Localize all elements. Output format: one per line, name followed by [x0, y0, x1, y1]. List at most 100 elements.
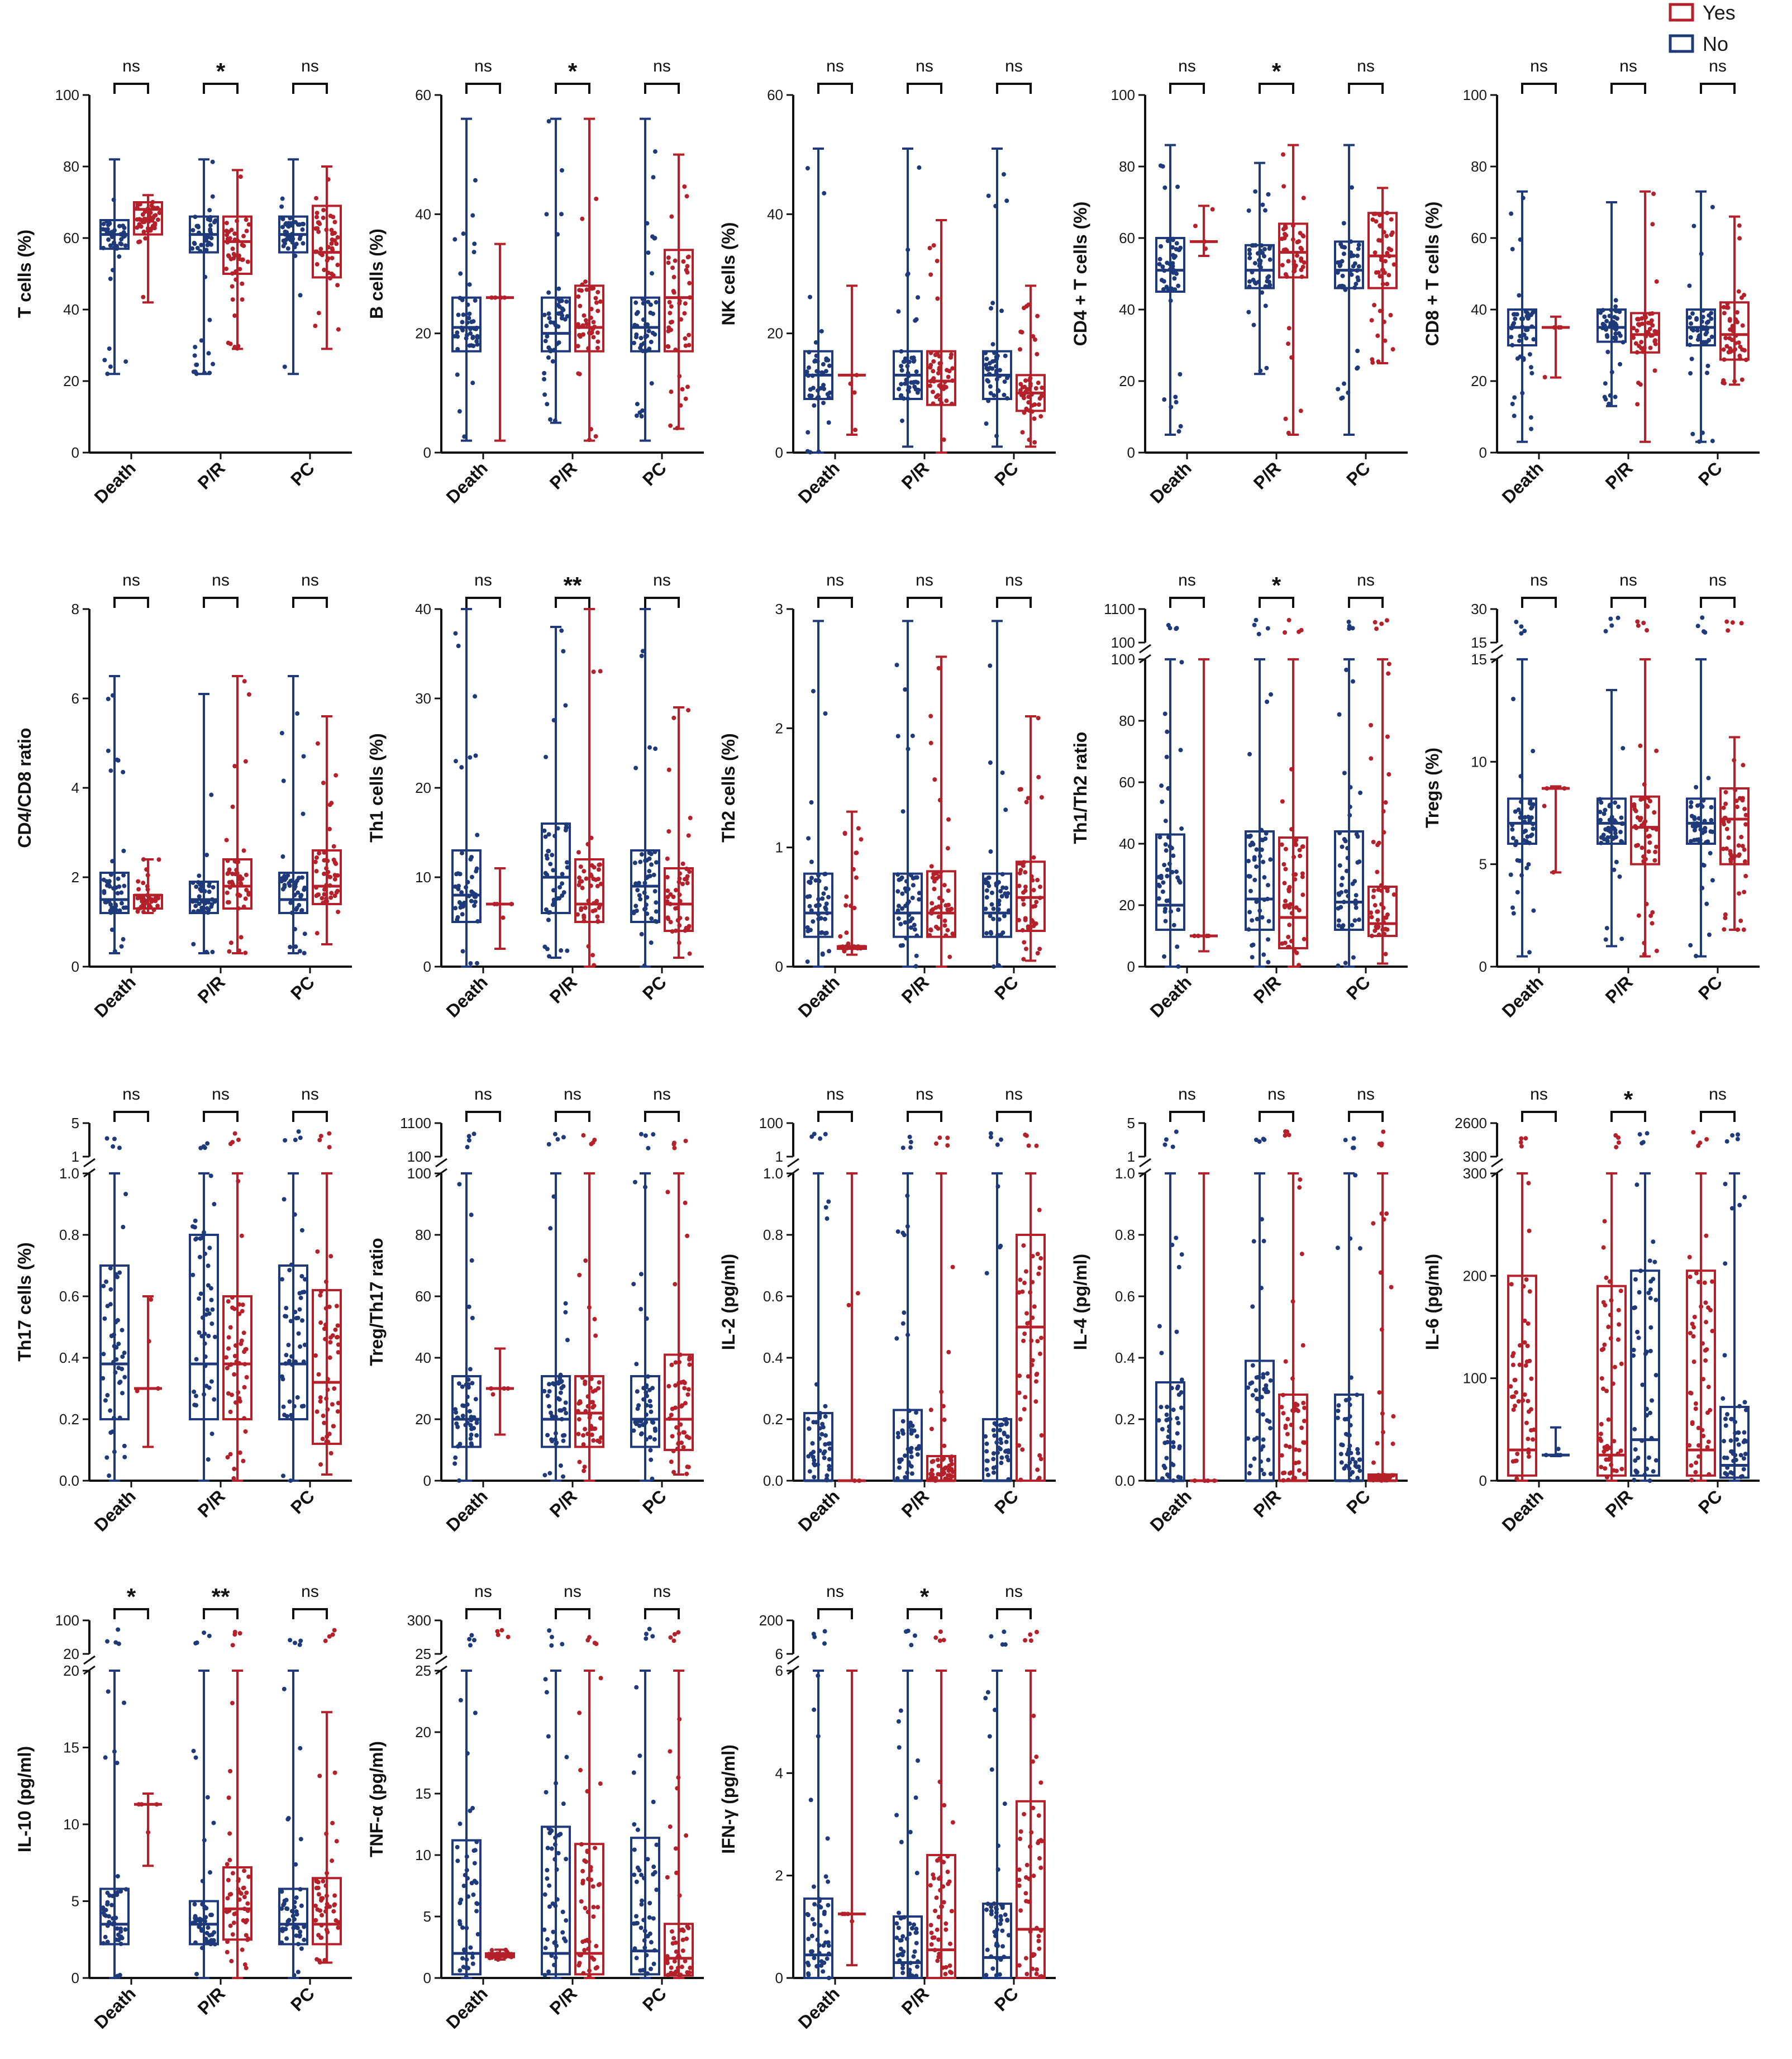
data-point — [1384, 1211, 1389, 1216]
data-point — [119, 944, 124, 949]
data-point — [468, 326, 473, 331]
data-point — [1162, 185, 1167, 190]
data-point — [644, 902, 649, 907]
data-point — [1730, 1449, 1735, 1454]
y-tick-label: 60 — [1471, 230, 1487, 246]
data-point — [1178, 245, 1183, 250]
data-point — [806, 836, 811, 841]
data-point — [209, 1432, 215, 1437]
data-point — [988, 914, 993, 919]
data-point — [651, 872, 656, 877]
data-point — [816, 916, 821, 921]
data-point — [906, 919, 911, 924]
data-point — [115, 1275, 120, 1280]
data-point — [154, 896, 159, 901]
box — [1596, 1285, 1627, 1477]
data-point — [244, 1966, 249, 1971]
data-point — [142, 898, 147, 903]
box — [278, 1887, 308, 1946]
significance-label: ns — [916, 57, 933, 75]
y-tick-label: 60 — [415, 1288, 431, 1305]
data-point — [1279, 842, 1284, 847]
outlier-point — [1700, 615, 1705, 620]
data-point — [315, 1249, 320, 1254]
data-point — [942, 379, 947, 384]
data-point — [1205, 1478, 1210, 1483]
significance-bracket — [644, 597, 680, 608]
data-point — [1174, 1329, 1179, 1334]
significance-bracket — [996, 597, 1032, 608]
data-point — [644, 1316, 649, 1321]
data-point — [1036, 716, 1041, 721]
data-point — [137, 222, 142, 227]
data-point — [1287, 922, 1292, 928]
data-point — [651, 311, 656, 316]
data-point — [652, 889, 657, 894]
data-point — [818, 386, 823, 391]
data-point — [460, 850, 465, 855]
data-point — [1385, 912, 1390, 917]
data-point — [1343, 1463, 1348, 1468]
data-point — [323, 1337, 328, 1342]
data-point — [983, 877, 988, 882]
data-point — [931, 401, 936, 406]
data-point — [991, 964, 996, 969]
outlier-point — [561, 1135, 566, 1140]
data-point — [336, 910, 341, 915]
data-point — [1175, 184, 1180, 189]
axis-break-mark — [435, 1168, 447, 1178]
data-point — [113, 1370, 118, 1375]
data-point — [206, 1283, 211, 1288]
x-category-label: P/R — [546, 1486, 581, 1521]
data-point — [1266, 279, 1271, 284]
data-point — [284, 1353, 289, 1358]
data-point — [115, 244, 120, 249]
data-point — [1688, 804, 1693, 809]
data-point — [1018, 1477, 1023, 1482]
data-point — [1687, 1254, 1692, 1259]
data-point — [1345, 855, 1350, 860]
data-point — [236, 1390, 241, 1395]
data-point — [823, 1404, 828, 1409]
box — [574, 284, 604, 353]
data-point — [326, 177, 331, 182]
y-tick-label: 0 — [1479, 958, 1487, 975]
outlier-point — [1377, 1142, 1382, 1147]
data-point — [287, 1268, 292, 1273]
data-point — [563, 1310, 568, 1315]
data-point — [999, 308, 1004, 313]
y-tick-label: 60 — [415, 87, 431, 103]
data-point — [1710, 829, 1715, 834]
data-point — [462, 434, 467, 439]
data-point — [907, 912, 912, 917]
x-category-label: PC — [990, 972, 1022, 1004]
data-point — [1708, 851, 1713, 856]
data-point — [107, 346, 112, 351]
data-point — [230, 246, 235, 251]
y-tick-label: 60 — [63, 230, 79, 246]
data-point — [1389, 1473, 1394, 1478]
data-point — [916, 388, 921, 393]
data-point — [1251, 322, 1256, 327]
data-point — [506, 1386, 511, 1391]
data-point — [112, 1344, 117, 1349]
data-point — [117, 254, 122, 259]
data-point — [1350, 881, 1355, 886]
data-point — [1518, 237, 1523, 242]
data-point — [1343, 889, 1348, 894]
data-point — [1260, 202, 1265, 207]
data-point — [669, 320, 674, 325]
data-point — [823, 886, 828, 891]
x-category-label: P/R — [1602, 972, 1637, 1007]
data-point — [1030, 1362, 1035, 1367]
data-point — [933, 1478, 938, 1483]
data-point — [1643, 1351, 1648, 1356]
outlier-point — [1641, 620, 1646, 625]
data-point — [576, 882, 582, 887]
data-point — [456, 1381, 461, 1386]
x-category-label: Death — [1146, 458, 1195, 507]
data-point — [1514, 1390, 1519, 1395]
data-point — [1510, 1362, 1515, 1367]
data-point — [1370, 360, 1375, 365]
